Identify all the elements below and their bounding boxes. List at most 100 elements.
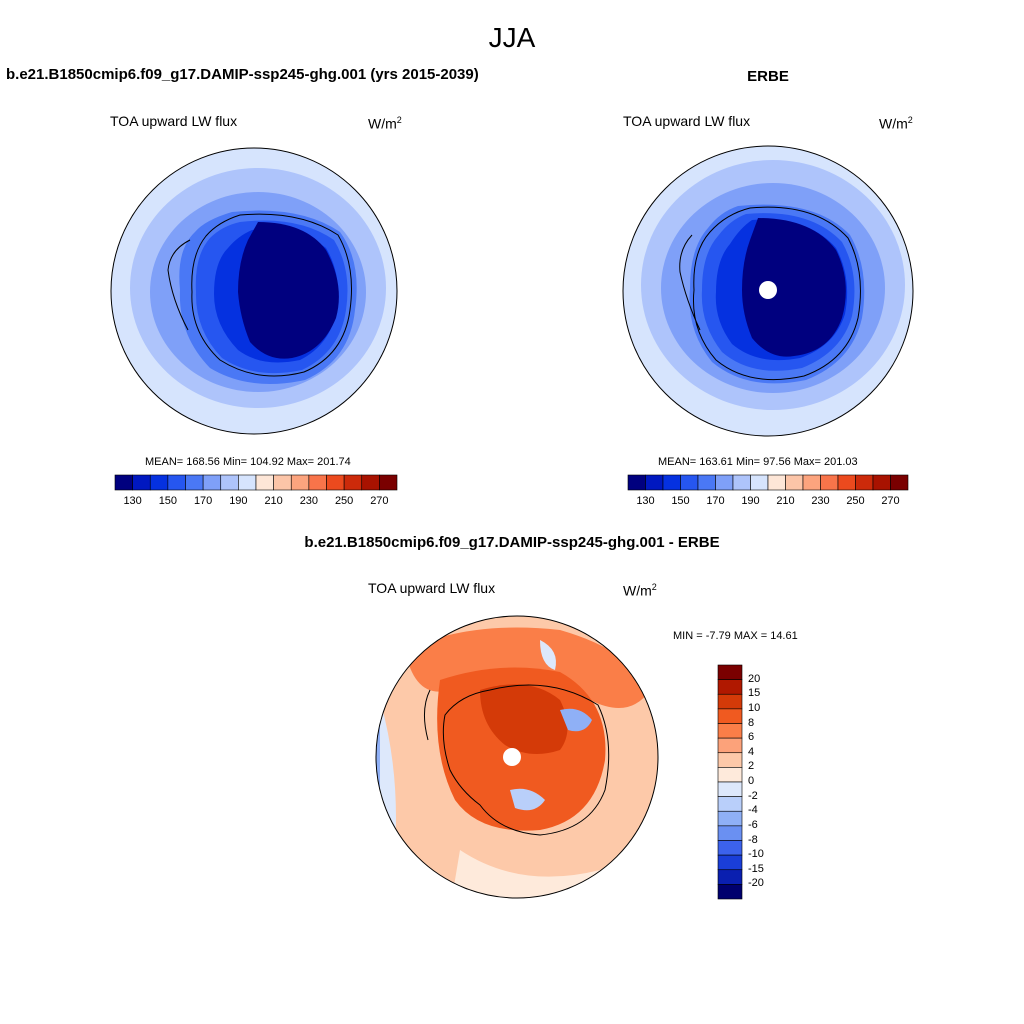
diff-panel-title: b.e21.B1850cmip6.f09_g17.DAMIP-ssp245-gh… xyxy=(304,534,720,551)
colorbar-box xyxy=(220,474,239,491)
left-polar-map xyxy=(111,148,397,434)
colorbar-box xyxy=(717,752,743,768)
colorbar-box xyxy=(255,474,274,491)
colorbar-box xyxy=(717,781,743,797)
colorbar-tick-label: 270 xyxy=(370,495,389,507)
colorbar-tick-label: 250 xyxy=(846,495,865,507)
colorbar-box xyxy=(717,840,743,856)
right-missing-pole-marker xyxy=(759,281,777,299)
left-map-border xyxy=(110,147,398,435)
colorbar-tick-label: 150 xyxy=(671,495,690,507)
diff-polar-map xyxy=(376,616,658,898)
colorbar-box xyxy=(820,474,839,491)
colorbar-box xyxy=(717,854,743,871)
colorbar-box xyxy=(343,474,363,491)
colorbar-box xyxy=(697,474,716,491)
colorbar-box xyxy=(717,869,743,885)
colorbar-box xyxy=(717,767,743,783)
colorbar-tick-label: 130 xyxy=(636,495,655,507)
colorbar-box xyxy=(379,474,398,491)
colorbar-tick-label: 190 xyxy=(229,495,248,507)
right-polar-map xyxy=(623,146,913,436)
colorbar-tick-label: 230 xyxy=(811,495,830,507)
colorbar-box xyxy=(361,474,380,491)
left-colorbar xyxy=(114,474,398,491)
colorbar-tick-label: 270 xyxy=(881,495,900,507)
colorbar-tick-label: 20 xyxy=(748,672,761,685)
colorbar-tick-label: 6 xyxy=(748,731,755,744)
right-stats-text: MEAN= 163.61 Min= 97.56 Max= 201.03 xyxy=(658,456,858,468)
colorbar-tick-label: 15 xyxy=(748,687,761,700)
colorbar-box xyxy=(872,474,891,491)
colorbar-tick-label: 4 xyxy=(748,745,755,758)
colorbar-tick-label: 230 xyxy=(299,495,319,507)
colorbar-box xyxy=(855,474,874,491)
colorbar-box xyxy=(717,664,743,680)
right-units-label: W/m2 xyxy=(879,115,913,132)
colorbar-box xyxy=(767,474,786,491)
colorbar-tick-label: 170 xyxy=(706,495,725,507)
diff-missing-pole-marker xyxy=(503,748,521,766)
colorbar-box xyxy=(717,796,743,812)
colorbar-box xyxy=(890,474,909,491)
colorbar-tick-label: 2 xyxy=(748,760,755,773)
diff-colorbar xyxy=(717,664,743,900)
left-variable-label: TOA upward LW flux xyxy=(110,113,238,129)
colorbar-tick-label: -6 xyxy=(748,818,758,831)
colorbar-box xyxy=(837,474,856,491)
page-title: JJA xyxy=(488,22,536,53)
colorbar-box xyxy=(717,708,743,724)
colorbar-box xyxy=(326,474,345,491)
colorbar-tick-label: -20 xyxy=(748,877,764,890)
colorbar-tick-label: -8 xyxy=(748,833,758,846)
colorbar-box xyxy=(717,810,743,827)
diff-stats-text: MIN = -7.79 MAX = 14.61 xyxy=(673,630,798,642)
colorbar-tick-label: -4 xyxy=(748,804,758,817)
colorbar-box xyxy=(149,474,169,491)
colorbar-box xyxy=(290,474,310,491)
colorbar-box xyxy=(717,825,743,841)
colorbar-tick-label: 0 xyxy=(748,775,755,787)
diff-variable-label: TOA upward LW flux xyxy=(368,580,496,596)
colorbar-box xyxy=(717,693,743,710)
colorbar-tick-label: 210 xyxy=(264,495,283,507)
colorbar-tick-label: 8 xyxy=(748,716,755,729)
colorbar-tick-label: 130 xyxy=(123,495,142,507)
colorbar-box xyxy=(662,474,681,491)
colorbar-box xyxy=(202,474,222,491)
right-panel-title: ERBE xyxy=(747,68,789,85)
diff-units-label: W/m2 xyxy=(623,582,657,599)
colorbar-tick-label: 10 xyxy=(748,701,761,714)
colorbar-box xyxy=(132,474,151,491)
colorbar-box xyxy=(167,474,186,491)
colorbar-box xyxy=(238,474,257,491)
colorbar-box xyxy=(717,723,743,739)
colorbar-tick-label: -15 xyxy=(748,862,764,875)
colorbar-tick-label: 250 xyxy=(334,495,354,507)
colorbar-box xyxy=(185,474,204,491)
colorbar-tick-label: 170 xyxy=(193,495,213,507)
colorbar-box xyxy=(273,474,292,491)
right-variable-label: TOA upward LW flux xyxy=(623,113,751,129)
colorbar-box xyxy=(717,737,743,754)
colorbar-box xyxy=(680,474,699,491)
colorbar-box xyxy=(717,884,743,900)
colorbar-box xyxy=(114,474,133,491)
colorbar-box xyxy=(732,474,751,491)
left-stats-text: MEAN= 168.56 Min= 104.92 Max= 201.74 xyxy=(145,456,351,468)
colorbar-box xyxy=(308,474,327,491)
colorbar-tick-label: -10 xyxy=(748,848,764,861)
colorbar-box xyxy=(717,679,743,695)
right-colorbar xyxy=(627,474,909,491)
colorbar-box xyxy=(750,474,769,491)
left-panel-title: b.e21.B1850cmip6.f09_g17.DAMIP-ssp245-gh… xyxy=(6,66,479,83)
colorbar-box xyxy=(645,474,664,491)
colorbar-tick-label: 150 xyxy=(158,495,178,507)
colorbar-box xyxy=(802,474,821,491)
right-map-border xyxy=(622,145,914,437)
left-units-label: W/m2 xyxy=(368,115,402,132)
diff-map-border xyxy=(375,615,659,899)
colorbar-box xyxy=(627,474,646,491)
colorbar-tick-label: 190 xyxy=(741,495,760,507)
